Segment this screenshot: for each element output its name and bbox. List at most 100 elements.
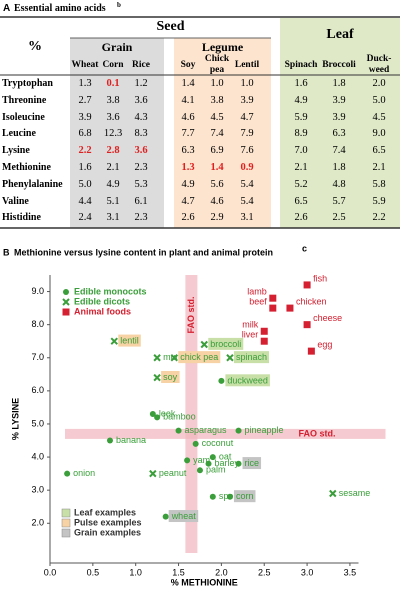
point-label: palm <box>206 465 226 475</box>
point <box>154 414 161 421</box>
point <box>226 493 233 500</box>
table-cell: 5.1 <box>106 195 120 207</box>
point <box>153 354 161 362</box>
x-tick-label: 2.5 <box>258 567 271 577</box>
reference-label: FAO std. <box>186 296 196 333</box>
point-label: soy <box>163 372 178 382</box>
table-cell: 5.3 <box>134 178 148 190</box>
y-tick-label: 8.0 <box>31 319 44 329</box>
table-cell: 4.7 <box>240 111 254 123</box>
point <box>303 281 311 289</box>
example-box <box>208 337 244 350</box>
table-cell: 8.3 <box>134 128 148 140</box>
table-cell: 3.1 <box>240 212 254 224</box>
table-cell: 6.8 <box>78 128 92 140</box>
table-cell: 7.7 <box>181 128 195 140</box>
point-label: fish <box>313 273 327 283</box>
point <box>184 457 191 464</box>
table-cell: 2.7 <box>78 94 92 106</box>
point <box>192 440 199 447</box>
point-label: lentil <box>120 336 139 346</box>
x-tick-label: 1.5 <box>172 567 185 577</box>
legend-label: Leaf examples <box>74 507 136 517</box>
row-header: Histidine <box>2 212 41 224</box>
reference-band <box>65 428 386 439</box>
point-label: rice <box>245 458 260 468</box>
table-cell: 4.1 <box>181 94 195 106</box>
legend-label: Edible monocots <box>74 286 147 296</box>
point <box>175 427 182 434</box>
point <box>106 437 113 444</box>
point <box>153 373 161 382</box>
point-label: chicken <box>296 296 327 306</box>
example-box <box>242 457 262 470</box>
table-cell: 4.9 <box>294 94 308 106</box>
x-axis-title: % METHIONINE <box>171 577 238 587</box>
table-cell: 2.2 <box>78 145 92 157</box>
table-cell: 2.2 <box>372 212 386 224</box>
y-tick-label: 3.0 <box>31 485 44 495</box>
point <box>286 304 294 312</box>
point-label: corn <box>236 491 254 501</box>
table-cell: 2.1 <box>372 162 386 173</box>
point <box>209 454 216 461</box>
point-label: broccoli <box>210 339 241 349</box>
point-label: wheat <box>171 511 197 521</box>
subgroup-header: Legume <box>201 40 244 54</box>
table-cell: 1.0 <box>210 78 224 89</box>
table-cell: 1.3 <box>181 162 195 173</box>
y-tick-label: 9.0 <box>31 286 44 296</box>
point-label: peanut <box>159 468 187 478</box>
column-header: Lentil <box>234 60 260 70</box>
x-tick-label: 2.0 <box>215 567 228 577</box>
table-cell: 7.4 <box>332 145 346 157</box>
row-header: Methionine <box>2 162 51 173</box>
example-box <box>168 510 199 523</box>
reference-label: FAO std. <box>299 428 336 438</box>
column-header: Broccoli <box>322 60 356 70</box>
table-cell: 2.4 <box>78 212 92 224</box>
table-cell: 1.3 <box>78 78 92 89</box>
table-cell: 2.9 <box>210 212 224 224</box>
column-header: Corn <box>102 60 124 70</box>
point-label: spinach <box>236 352 267 362</box>
table-cell: 1.4 <box>181 78 195 89</box>
point <box>218 377 225 384</box>
legend-label: Animal foods <box>74 306 131 316</box>
table-cell: 4.7 <box>181 195 195 207</box>
table-cell: 3.9 <box>332 94 346 106</box>
table-cell: 4.4 <box>78 195 92 207</box>
reference-band <box>185 275 198 553</box>
table-cell: 5.9 <box>372 195 386 207</box>
point <box>196 467 203 474</box>
column-header: Duck-weed <box>366 54 392 75</box>
table-cell: 1.8 <box>332 162 346 173</box>
point-label: oat <box>219 451 232 461</box>
column-header: Soy <box>180 60 196 70</box>
y-tick-label: 6.0 <box>31 385 44 395</box>
point-label: bamboo <box>163 412 196 422</box>
title-note: c <box>302 243 307 253</box>
table-cell: 6.9 <box>210 145 224 157</box>
x-tick-label: 3.5 <box>344 567 357 577</box>
point <box>149 469 157 478</box>
legend-swatch <box>61 528 71 538</box>
point <box>260 337 268 345</box>
legend-marker <box>62 308 70 316</box>
table-cell: 12.3 <box>103 128 123 140</box>
y-axis-title: % LYSINE <box>10 398 20 440</box>
table-cell: 7.6 <box>240 145 254 157</box>
y-tick-label: 2.0 <box>31 518 44 528</box>
panel-label: A <box>3 3 11 14</box>
panel-label: B <box>3 247 10 257</box>
table-cell: 7.0 <box>294 145 308 157</box>
table-cell: 3.6 <box>134 94 148 106</box>
table-cell: 3.8 <box>210 94 224 106</box>
leaf-bg <box>280 18 400 228</box>
y-tick-label: 5.0 <box>31 418 44 428</box>
example-box <box>233 351 269 364</box>
legume-bg <box>174 38 271 228</box>
column-header: Spinach <box>284 60 318 70</box>
point <box>209 493 216 500</box>
